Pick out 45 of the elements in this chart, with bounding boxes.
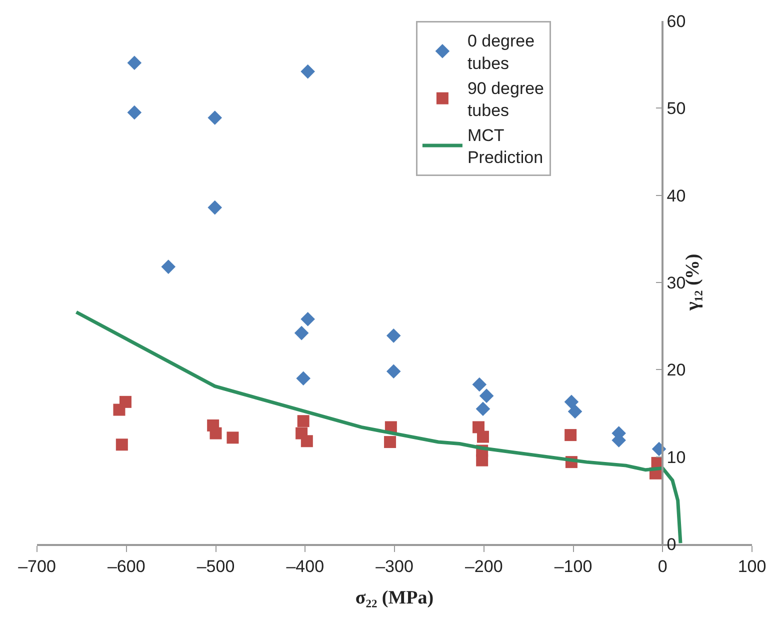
x-tick-label: –600 [107,557,146,576]
x-axis-title: σ₂₂ (MPa) [355,587,434,608]
point [386,328,401,343]
point [127,56,142,70]
y-tick-label: 20 [666,360,686,380]
point [476,454,488,466]
y-tick-label: 10 [666,448,686,467]
point [300,64,315,79]
point [113,404,126,416]
point [296,371,310,386]
y-tick-label: 30 [666,273,686,292]
point [210,427,222,440]
point [208,110,222,125]
x-tick-label: –200 [464,557,503,576]
point [208,200,222,215]
legend-label: MCT Prediction [467,126,544,168]
point [479,388,494,403]
point [294,326,309,340]
x-tick-label: –700 [18,557,56,576]
point [116,438,128,451]
x-tick-label: –300 [376,557,414,576]
legend-label: 90 degree tubes [467,78,544,120]
point [564,394,579,410]
x-tick-label: –100 [554,557,592,576]
point [300,312,315,326]
y-tick-label: 50 [666,99,686,118]
y-tick-label: 60 [666,12,686,31]
point [476,402,490,416]
point [568,404,582,419]
point [476,430,489,443]
y-tick-label: 0 [666,534,676,554]
point [564,429,577,442]
y-tick-label: 40 [666,186,686,206]
point [472,377,487,392]
point [300,435,313,448]
x-tick-label: –400 [286,557,324,576]
point [127,105,142,120]
legend-label: 0 degree tubes [467,32,535,73]
point [161,260,176,274]
x-tick-label: 100 [738,557,766,576]
point [384,436,396,448]
point [226,432,239,444]
point [386,364,401,379]
point [297,415,310,428]
x-tick-label: –500 [196,557,235,576]
